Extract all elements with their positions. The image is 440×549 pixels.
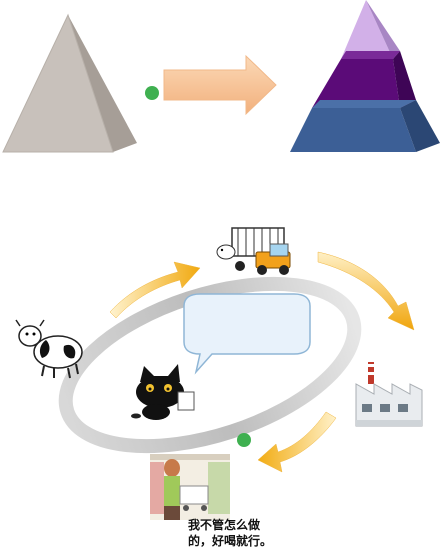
factory-icon	[355, 362, 423, 427]
green-dot-icon	[145, 86, 159, 100]
layered-pyramid-icon	[290, 0, 440, 152]
curved-arrow-icon	[317, 251, 415, 331]
cycle-ring	[58, 276, 362, 454]
bottom-diagram-svg	[15, 227, 423, 520]
curved-arrow-icon	[109, 261, 201, 319]
dairy-cow-icon	[15, 319, 83, 379]
curved-arrow-icon	[257, 411, 337, 473]
supermarket-shopper-icon	[150, 454, 230, 520]
grey-pyramid-icon	[2, 13, 137, 153]
black-cat-icon	[131, 364, 195, 420]
green-dot-icon	[237, 433, 251, 447]
top-diagram-svg	[2, 0, 440, 153]
speech-bubble-text: 我不管怎么做 的，好喝就行。	[188, 517, 308, 549]
speech-line-2: 的，好喝就行。	[188, 534, 273, 548]
top-diagram	[0, 0, 440, 160]
livestock-truck-icon	[216, 227, 291, 275]
speech-bubble	[183, 293, 311, 375]
speech-line-1: 我不管怎么做	[188, 518, 261, 532]
bottom-diagram: 我不管怎么做 的，好喝就行。	[0, 200, 440, 548]
right-arrow-icon	[163, 54, 277, 116]
